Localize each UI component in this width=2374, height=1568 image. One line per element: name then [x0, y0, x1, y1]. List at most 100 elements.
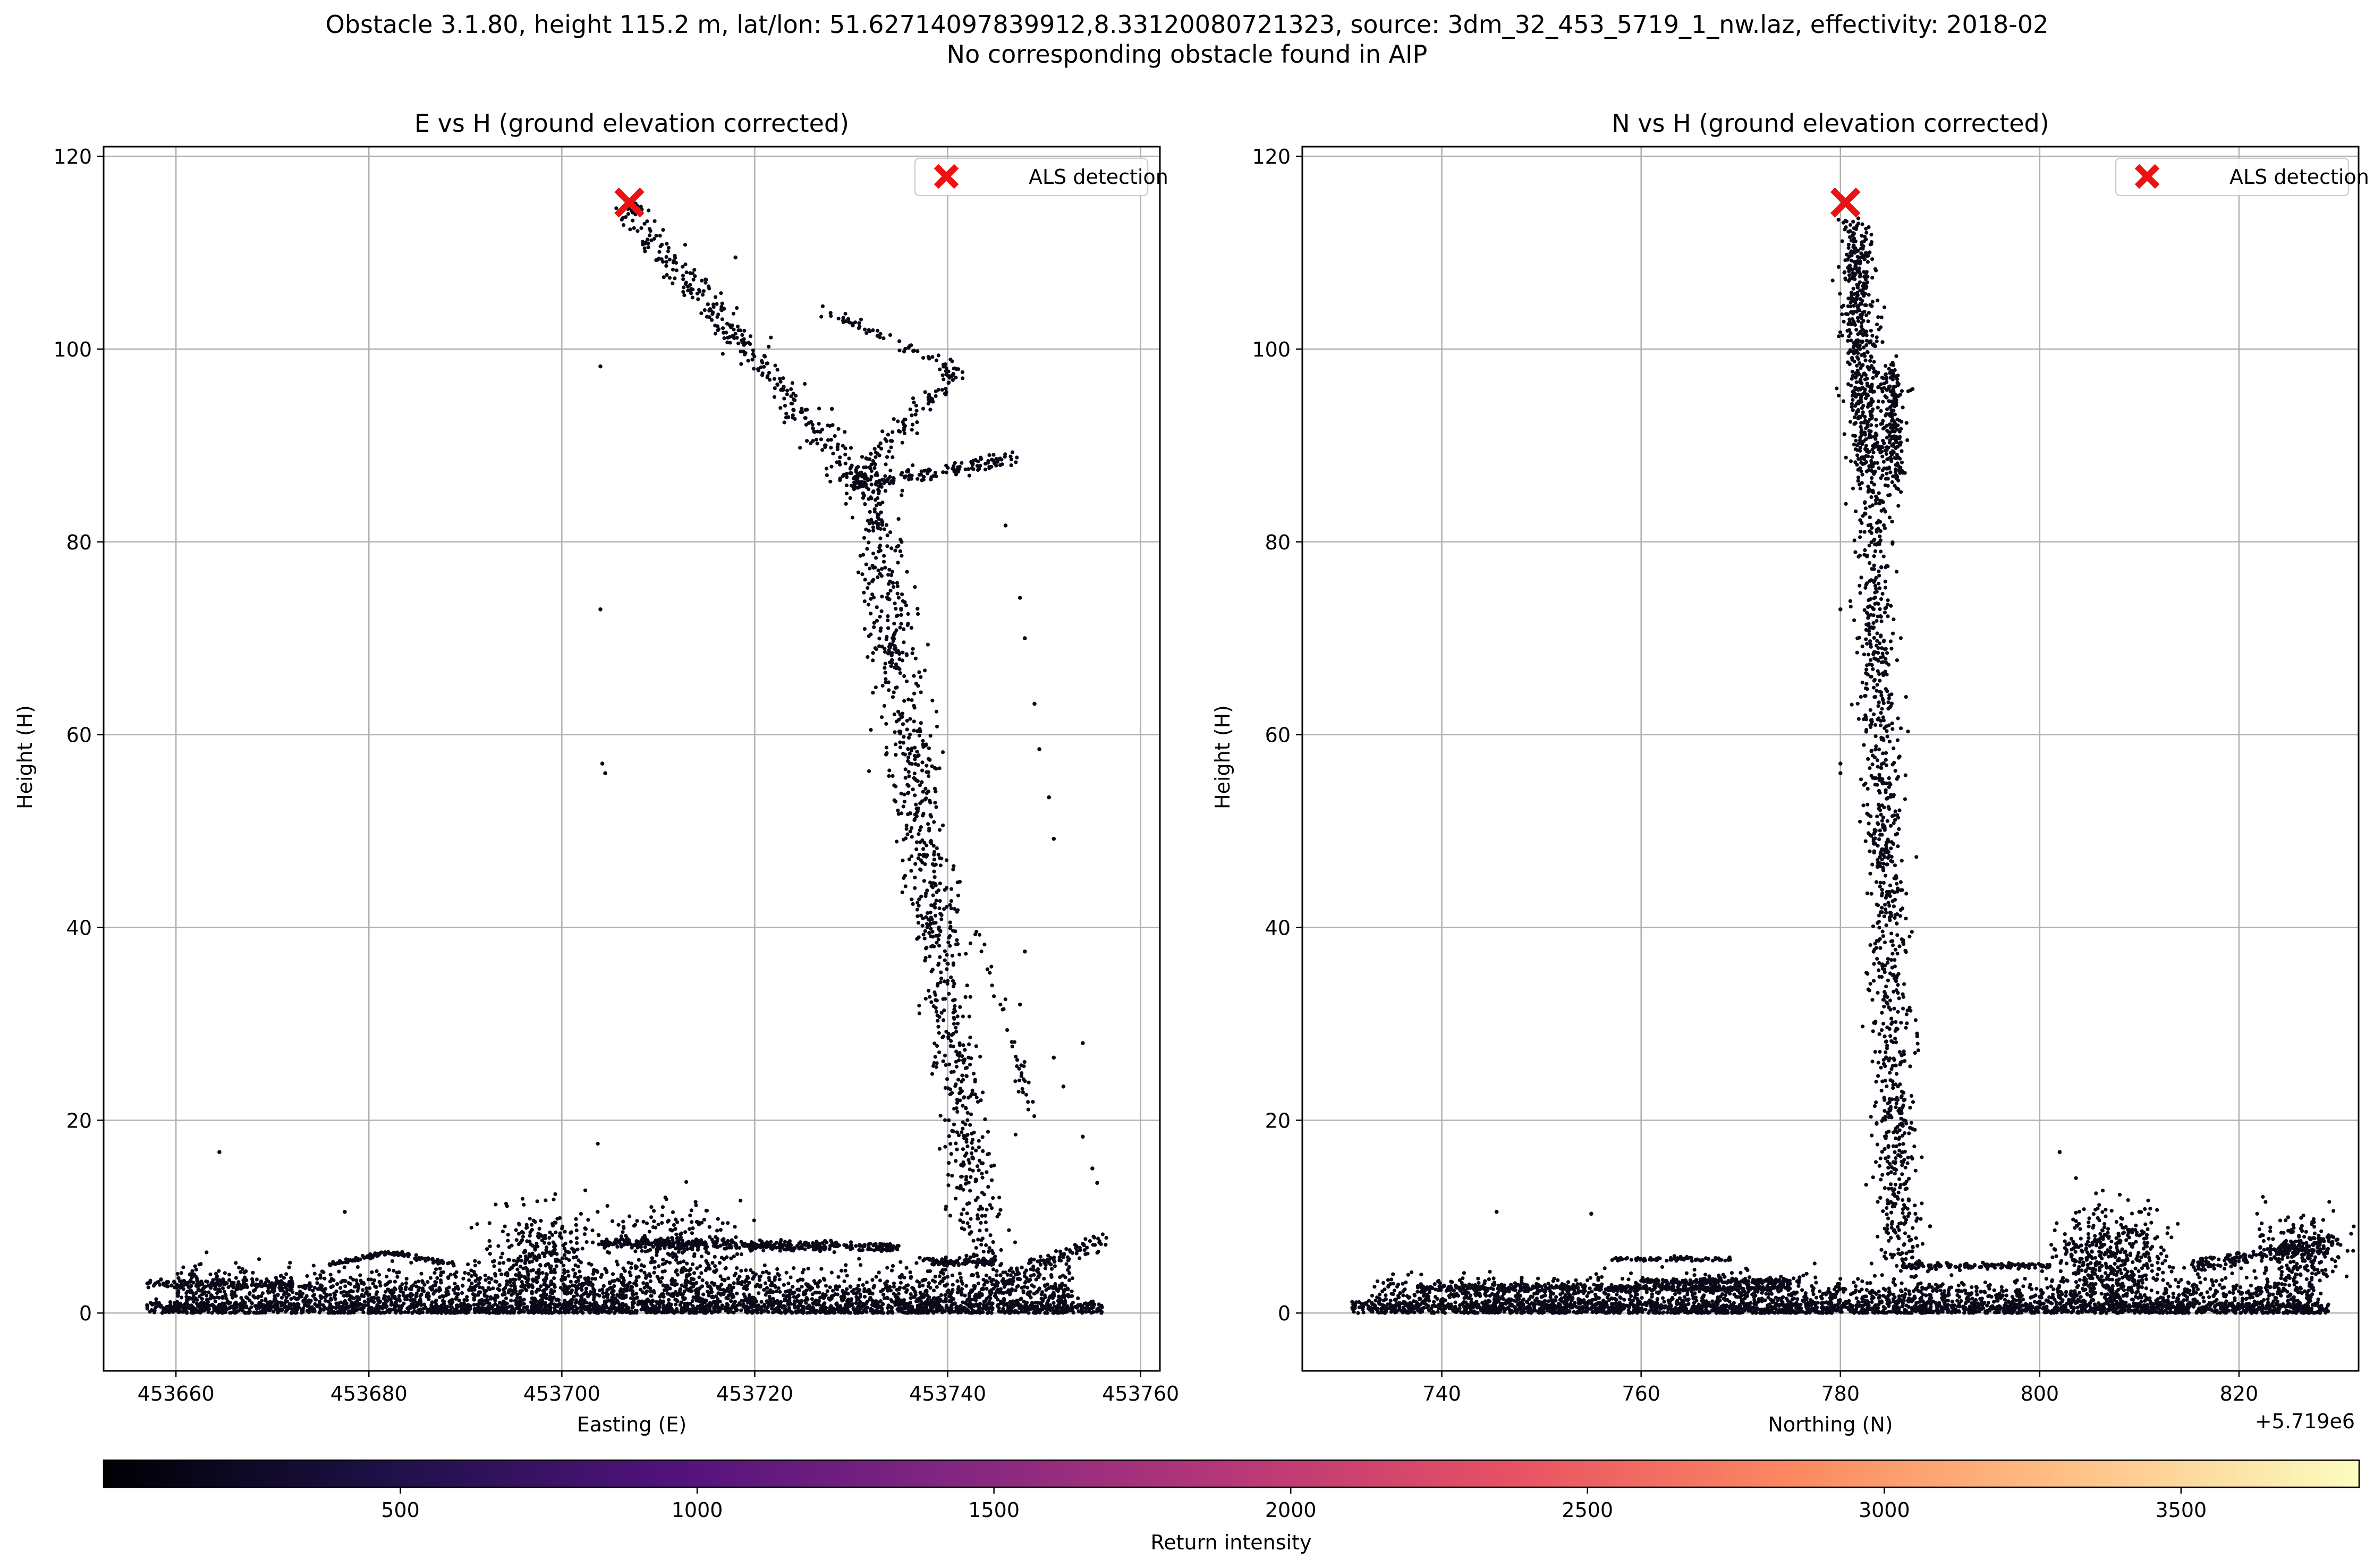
point	[234, 1305, 239, 1309]
point	[902, 627, 906, 631]
point	[781, 376, 785, 380]
point	[484, 1278, 488, 1282]
point	[828, 479, 833, 484]
point	[463, 1270, 467, 1275]
point	[739, 1308, 743, 1312]
point	[574, 1298, 578, 1302]
point	[815, 442, 819, 446]
point	[774, 1301, 778, 1305]
point	[175, 1272, 180, 1276]
point	[882, 554, 886, 558]
point	[904, 824, 909, 828]
point	[938, 367, 942, 371]
point	[337, 1304, 342, 1309]
point	[318, 1307, 323, 1311]
point	[863, 502, 867, 506]
point	[908, 717, 912, 721]
point	[465, 1298, 469, 1302]
point	[881, 336, 886, 341]
point	[792, 1295, 796, 1299]
point	[522, 1298, 526, 1302]
point	[712, 1306, 716, 1310]
point	[948, 1214, 953, 1218]
point	[887, 774, 891, 778]
point	[898, 549, 902, 553]
point	[1021, 1077, 1025, 1081]
point	[800, 1284, 804, 1289]
point	[710, 1295, 714, 1300]
point	[927, 774, 931, 778]
point	[512, 1309, 516, 1313]
point	[461, 1276, 465, 1281]
point	[720, 1303, 724, 1308]
point	[906, 1303, 911, 1308]
point	[363, 1303, 368, 1308]
point	[943, 997, 947, 1001]
point	[910, 835, 914, 839]
point	[998, 1301, 1003, 1306]
point	[880, 595, 884, 599]
point	[964, 1074, 969, 1079]
point	[961, 1014, 965, 1019]
point	[879, 518, 884, 522]
point	[776, 1286, 781, 1290]
point	[974, 1245, 978, 1250]
point	[860, 480, 864, 484]
point	[1008, 454, 1013, 459]
point	[919, 469, 923, 473]
point	[965, 984, 969, 988]
point	[532, 1301, 537, 1305]
point	[870, 579, 875, 583]
point	[328, 1273, 333, 1277]
point	[392, 1268, 396, 1273]
point	[916, 856, 920, 860]
point	[841, 444, 845, 448]
point	[942, 365, 946, 369]
point	[900, 493, 904, 497]
point	[648, 227, 652, 231]
point	[693, 274, 697, 278]
point	[868, 466, 872, 470]
point	[417, 1286, 421, 1290]
point	[250, 1301, 254, 1306]
point	[354, 1278, 359, 1283]
point	[899, 613, 903, 617]
point	[854, 481, 859, 485]
point	[441, 1270, 446, 1274]
point	[726, 1276, 731, 1281]
point	[880, 429, 885, 434]
point	[774, 1289, 778, 1293]
point	[701, 289, 706, 293]
point	[955, 1279, 960, 1283]
point	[470, 1288, 474, 1292]
point	[791, 416, 795, 420]
point	[983, 468, 988, 472]
point	[474, 1273, 478, 1277]
point	[618, 1307, 623, 1311]
point	[757, 1278, 761, 1282]
point	[635, 229, 640, 233]
point	[915, 901, 920, 905]
point	[877, 637, 881, 641]
point	[584, 1286, 588, 1291]
point	[223, 1271, 227, 1275]
point	[894, 607, 898, 611]
point	[1039, 1292, 1044, 1296]
point	[969, 1273, 974, 1277]
point	[304, 1300, 308, 1304]
point	[580, 1295, 584, 1300]
point	[978, 1228, 982, 1233]
point	[881, 1292, 885, 1296]
point	[730, 334, 734, 338]
point	[818, 1295, 823, 1300]
point	[921, 355, 926, 360]
point	[333, 1297, 337, 1301]
point	[917, 473, 921, 477]
point	[724, 330, 728, 335]
point	[747, 1296, 751, 1301]
point	[887, 688, 891, 692]
point	[206, 1307, 210, 1312]
point	[825, 473, 829, 478]
point	[987, 1246, 991, 1250]
point	[390, 1259, 395, 1263]
